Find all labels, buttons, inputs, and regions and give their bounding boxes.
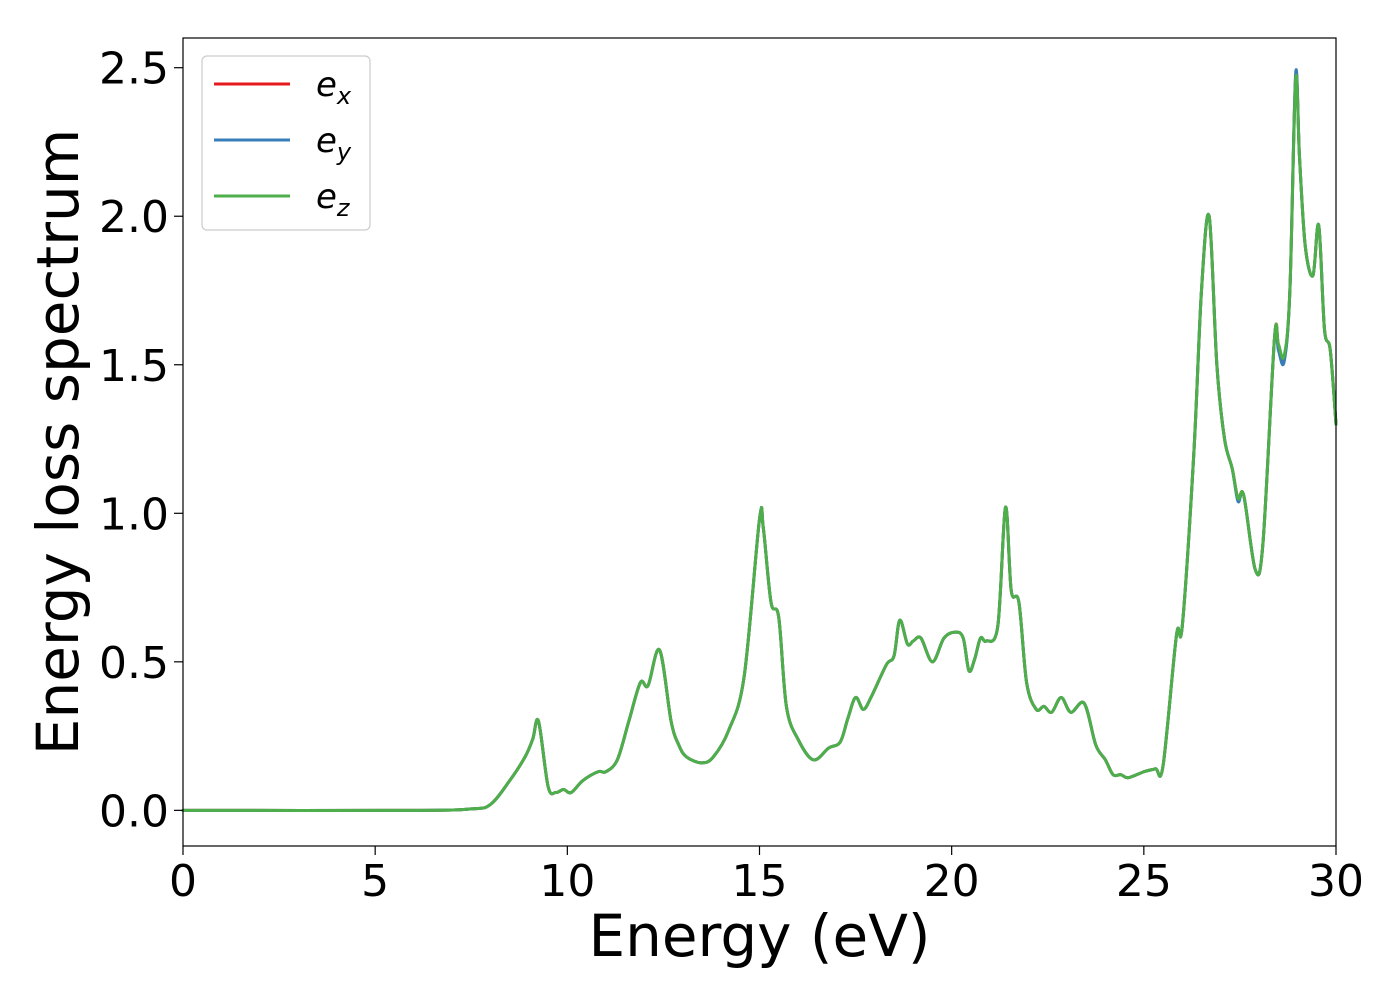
- x-tick-label: 20: [924, 856, 980, 907]
- x-tick-label: 30: [1308, 856, 1364, 907]
- x-tick-label: 15: [732, 856, 788, 907]
- legend-label-subscript: z: [336, 194, 351, 222]
- legend-label-subscript: x: [336, 82, 352, 110]
- y-tick-label: 2.5: [99, 44, 169, 95]
- x-tick-label: 10: [539, 856, 595, 907]
- y-tick-label: 1.0: [99, 489, 169, 540]
- y-axis-label: Energy loss spectrum: [24, 129, 92, 755]
- x-axis-ticks: 0 5 10 15 20 25 30: [169, 846, 1364, 907]
- x-axis-label: Energy (eV): [588, 902, 930, 970]
- y-tick-label: 0.0: [99, 786, 169, 837]
- y-tick-label: 0.5: [99, 638, 169, 689]
- legend-label-subscript: y: [336, 138, 352, 166]
- x-tick-label: 25: [1116, 856, 1172, 907]
- legend-box: [201, 55, 371, 231]
- x-tick-label: 0: [169, 856, 197, 907]
- y-tick-label: 2.0: [99, 192, 169, 243]
- x-tick-label: 5: [361, 856, 389, 907]
- series-line-e-z: [181, 74, 1338, 812]
- series-layer: [181, 68, 1338, 812]
- y-tick-label: 1.5: [99, 341, 169, 392]
- y-axis-ticks: 0.0 0.5 1.0 1.5 2.0 2.5: [99, 44, 183, 837]
